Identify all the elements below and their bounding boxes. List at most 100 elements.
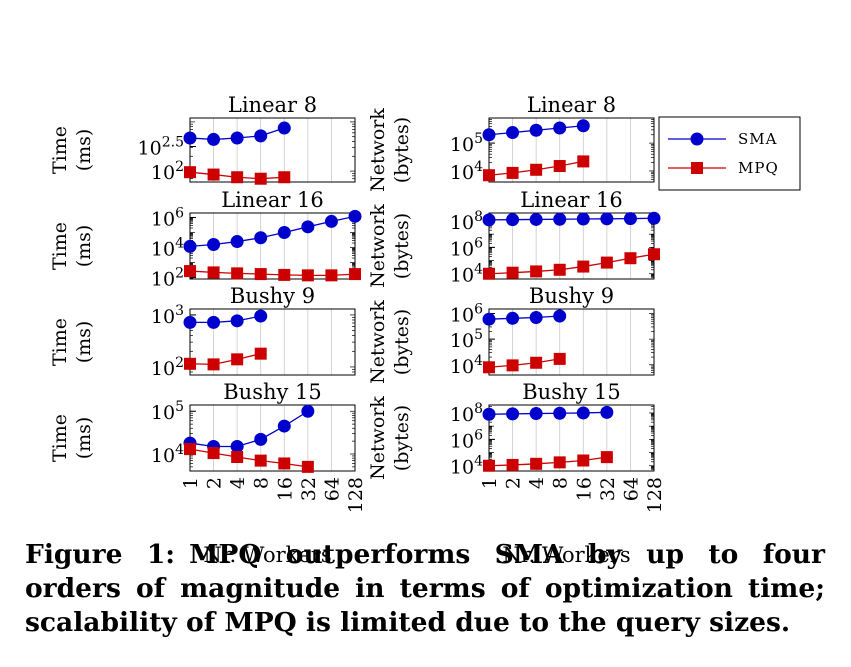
- data-point-sma: [230, 235, 244, 249]
- series-line-sma: [190, 315, 261, 323]
- y-tick-label: 106: [450, 235, 483, 260]
- data-point-sma: [553, 121, 567, 135]
- x-axis-label: Nr. Workers: [502, 543, 630, 567]
- data-point-mpq: [530, 265, 543, 278]
- data-point-mpq: [648, 248, 660, 261]
- data-point-mpq: [506, 458, 519, 471]
- data-point-sma: [207, 132, 221, 146]
- x-tick-label: 4: [227, 477, 249, 489]
- data-point-sma: [230, 314, 244, 328]
- y-tick-label: 104: [450, 159, 483, 184]
- y-axis-label: Network: [367, 300, 389, 384]
- chart-panel-2: Linear 16 102 104 106 Time (ms): [49, 188, 362, 291]
- data-point-sma: [600, 405, 614, 419]
- y-tick-label: 106: [151, 206, 184, 231]
- x-tick-label: 1: [479, 477, 501, 489]
- y-axis-label: (ms): [73, 321, 95, 364]
- data-point-sma: [506, 407, 520, 421]
- data-point-mpq: [254, 347, 267, 360]
- data-point-mpq: [577, 454, 590, 467]
- data-point-mpq: [231, 353, 244, 366]
- data-point-sma: [254, 432, 268, 446]
- data-point-mpq: [184, 265, 196, 278]
- x-tick-label: 4: [526, 477, 548, 489]
- figure-caption: Figure 1: MPQ outperforms SMA by up to fo…: [25, 538, 825, 640]
- data-point-sma: [529, 212, 543, 226]
- y-axis-label: Time: [49, 222, 71, 270]
- data-point-mpq: [231, 267, 244, 280]
- x-axis-label: Nr. Workers: [203, 543, 331, 567]
- data-point-sma: [277, 121, 291, 135]
- data-point-sma: [576, 119, 590, 133]
- data-point-sma: [301, 404, 315, 418]
- plot-frame: [189, 404, 356, 472]
- data-point-mpq: [207, 358, 220, 371]
- x-tick-label: 1: [180, 477, 202, 489]
- chart-title: Bushy 15: [223, 380, 322, 404]
- data-point-sma: [207, 315, 221, 329]
- data-point-mpq: [278, 171, 291, 184]
- y-axis-label: Time: [49, 318, 71, 366]
- y-axis-label: (ms): [73, 129, 95, 172]
- data-point-mpq: [207, 168, 220, 181]
- data-point-mpq: [254, 454, 267, 467]
- y-axis-label: (bytes): [391, 117, 413, 183]
- data-point-sma: [324, 214, 338, 228]
- chart-title: Linear 8: [527, 93, 616, 117]
- data-point-mpq: [506, 266, 519, 279]
- data-point-sma: [529, 123, 543, 137]
- plot-frame: [488, 117, 655, 183]
- y-tick-label: 106: [450, 302, 483, 327]
- data-point-mpq: [553, 160, 566, 173]
- caption-line-1: MPQ outperforms SMA by up to four: [189, 539, 825, 570]
- y-axis-label: (ms): [73, 417, 95, 460]
- data-point-mpq: [278, 268, 291, 281]
- legend: SMA MPQ: [658, 116, 801, 191]
- y-tick-label: 102.5: [138, 134, 184, 159]
- y-tick-label: 108: [450, 209, 483, 234]
- series-line-mpq: [189, 353, 261, 366]
- y-tick-label: 104: [151, 442, 184, 467]
- y-tick-label: 102: [151, 159, 184, 184]
- data-point-sma: [553, 309, 567, 323]
- data-point-sma: [230, 131, 244, 145]
- data-point-mpq: [231, 171, 244, 184]
- y-tick-label: 104: [151, 236, 184, 261]
- data-point-mpq: [349, 268, 361, 281]
- data-point-mpq: [530, 163, 543, 176]
- legend-label-mpq: MPQ: [738, 159, 779, 177]
- x-tick-label: 64: [321, 477, 343, 501]
- plot-frame: [488, 212, 655, 280]
- y-axis-label: Time: [49, 414, 71, 462]
- data-point-sma: [529, 310, 543, 324]
- y-axis-label: Network: [367, 204, 389, 288]
- data-point-mpq: [483, 459, 495, 472]
- chart-title: Bushy 9: [230, 284, 315, 308]
- data-point-sma: [506, 126, 520, 140]
- y-axis-label: (bytes): [391, 213, 413, 279]
- data-point-mpq: [254, 172, 267, 185]
- y-tick-label: 108: [450, 401, 483, 426]
- data-point-mpq: [553, 456, 566, 469]
- x-tick-label: 8: [550, 477, 572, 489]
- chart-title: Linear 16: [520, 188, 623, 212]
- y-tick-label: 105: [450, 131, 483, 156]
- chart-panel-5: Linear 8 104 105 Network (bytes): [367, 93, 655, 192]
- y-axis-label: (bytes): [391, 405, 413, 471]
- data-point-sma: [506, 213, 520, 227]
- data-point-mpq: [530, 356, 543, 369]
- data-point-sma: [348, 209, 362, 223]
- data-point-mpq: [600, 256, 613, 269]
- y-tick-label: 103: [151, 303, 184, 328]
- data-point-mpq: [483, 169, 495, 182]
- chart-panel-4: Bushy 15 104 105 Time (ms) 1 2 4 8 16 32 64 128 Nr. W…: [49, 380, 367, 567]
- data-point-sma: [576, 406, 590, 420]
- data-point-sma: [277, 226, 291, 240]
- data-point-sma: [482, 213, 496, 227]
- caption-label: Figure 1:: [25, 539, 176, 570]
- data-point-mpq: [301, 460, 314, 473]
- data-point-sma: [576, 212, 590, 226]
- data-point-sma: [183, 131, 197, 145]
